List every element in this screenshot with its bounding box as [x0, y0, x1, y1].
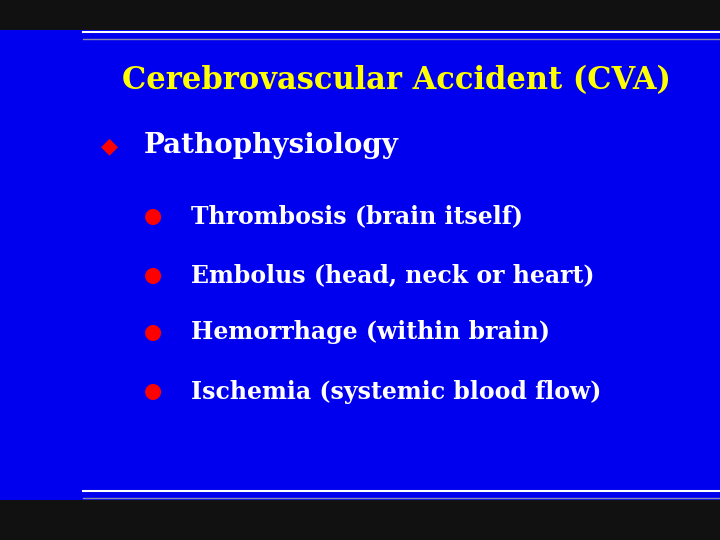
Bar [0, 524, 83, 538]
Bar [0, 516, 83, 531]
Text: ●: ● [144, 265, 162, 286]
Bar [0, 514, 83, 528]
Bar [0, 525, 83, 540]
Bar [0, 517, 83, 532]
Bar [0, 518, 83, 533]
Bar [0, 517, 83, 532]
Bar [0, 523, 83, 537]
Text: ●: ● [144, 322, 162, 342]
Bar [0, 521, 83, 535]
Bar [0, 520, 83, 535]
Bar [0, 518, 83, 532]
Text: Thrombosis (brain itself): Thrombosis (brain itself) [191, 204, 523, 228]
Bar [0, 514, 83, 529]
Bar [0, 523, 83, 538]
Text: Cerebrovascular Accident (CVA): Cerebrovascular Accident (CVA) [122, 65, 670, 96]
Bar [0, 512, 83, 527]
Bar [0, 515, 83, 530]
Bar [0, 525, 83, 539]
Bar [0, 522, 83, 537]
Text: ◆: ◆ [101, 136, 118, 156]
Text: ●: ● [144, 381, 162, 402]
Bar [0, 523, 83, 538]
Bar [0, 518, 83, 533]
Text: ●: ● [144, 206, 162, 226]
Bar [0, 514, 83, 529]
Bar [0, 515, 83, 529]
Bar [0, 525, 83, 539]
Bar [0, 500, 720, 540]
Bar [0, 514, 83, 528]
Text: Hemorrhage (within brain): Hemorrhage (within brain) [191, 320, 550, 344]
Text: Embolus (head, neck or heart): Embolus (head, neck or heart) [191, 264, 594, 287]
Bar [0, 524, 83, 539]
Bar [0, 524, 83, 538]
Bar [0, 0, 720, 30]
Bar [0, 516, 83, 531]
Bar [0, 521, 83, 536]
Bar [0, 520, 83, 535]
Bar [0, 513, 83, 528]
Text: Ischemia (systemic blood flow): Ischemia (systemic blood flow) [191, 380, 601, 403]
Bar [0, 521, 83, 536]
Bar [0, 522, 83, 536]
Bar [0, 516, 83, 530]
Bar [0, 512, 83, 526]
Text: Pathophysiology: Pathophysiology [144, 132, 399, 159]
Bar [0, 517, 83, 531]
Bar [0, 519, 83, 534]
Bar [0, 515, 83, 530]
Bar [0, 522, 83, 537]
Bar [0, 512, 83, 527]
Bar [0, 519, 83, 534]
Bar [0, 519, 83, 534]
